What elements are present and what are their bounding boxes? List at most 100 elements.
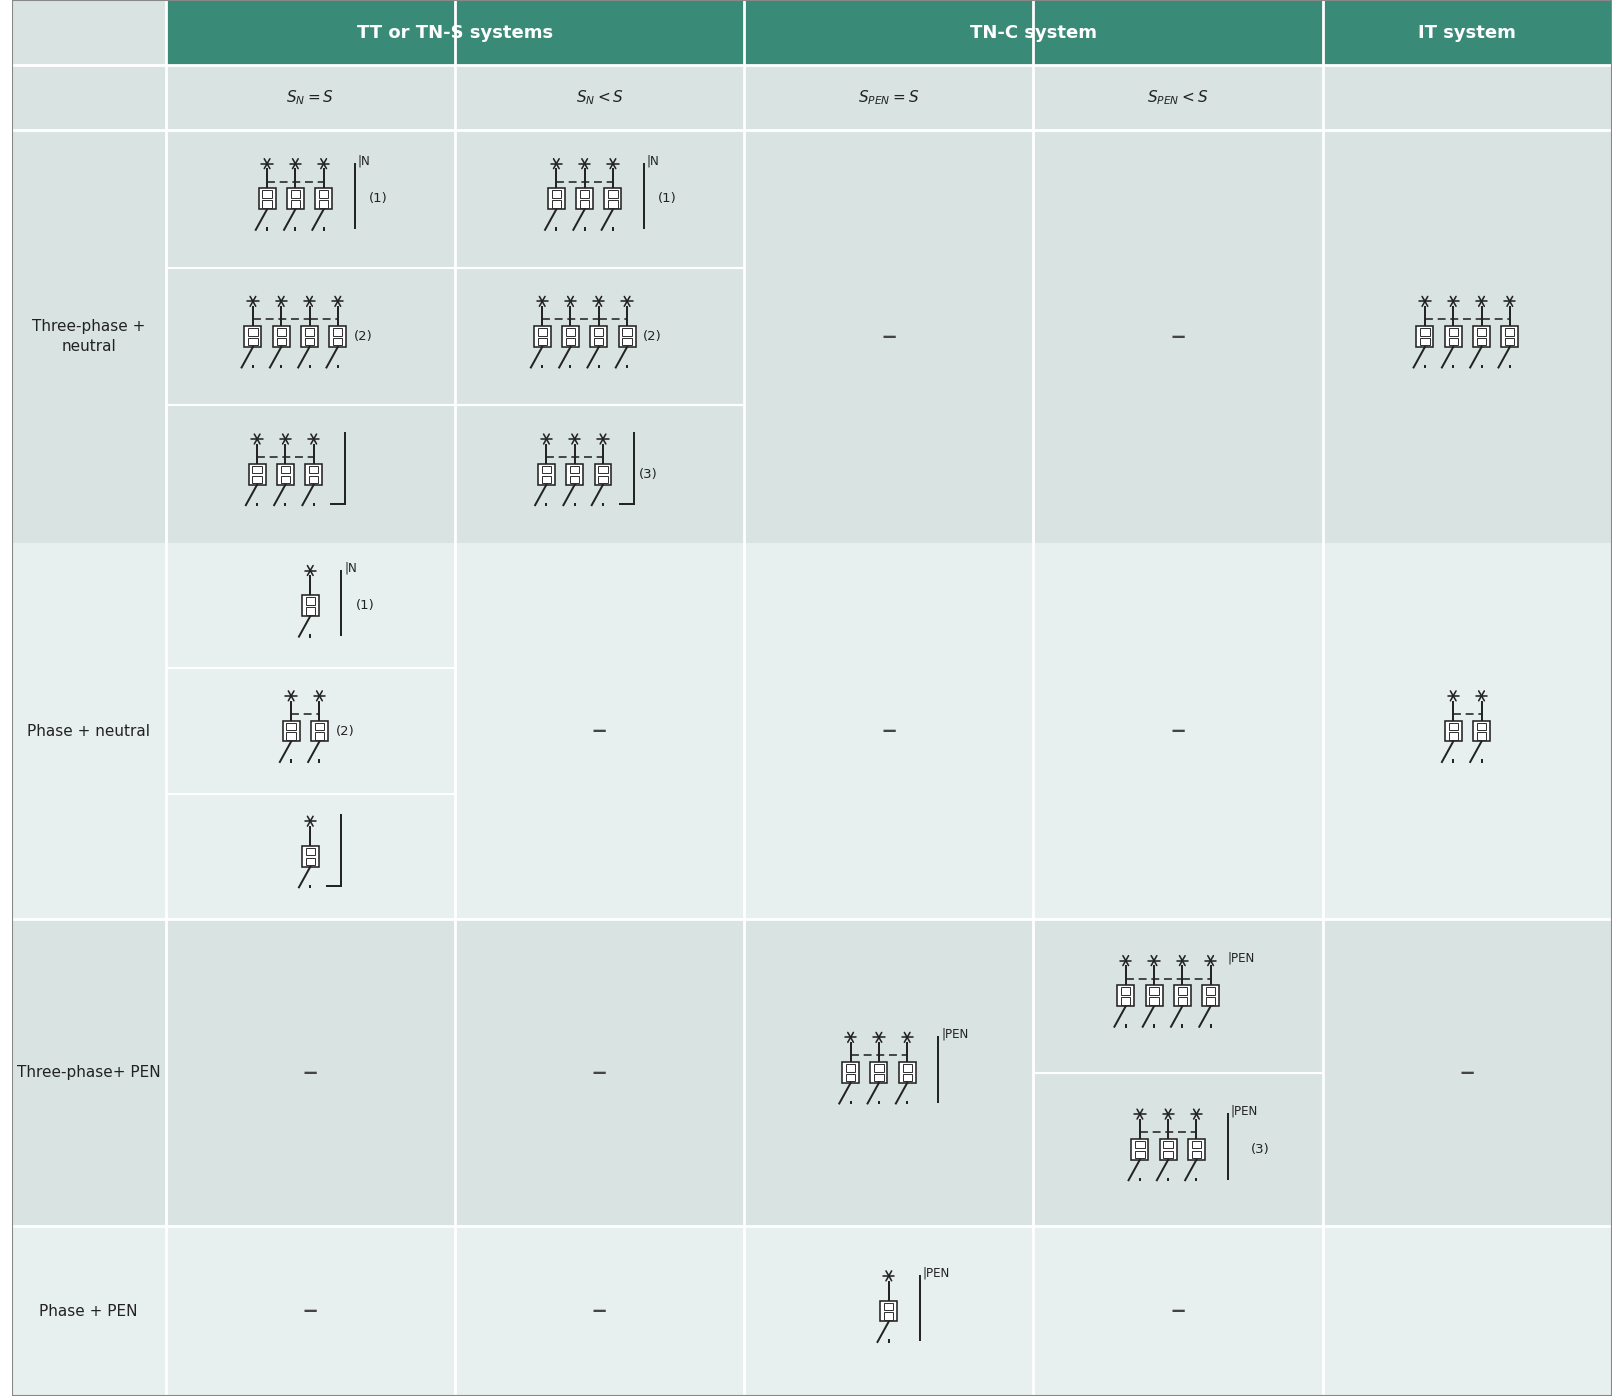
Bar [11,0,166,130]
Bar [846,1064,856,1072]
Bar [566,328,575,335]
Text: (3): (3) [638,468,658,480]
Bar [306,857,314,866]
Bar [566,338,575,345]
Bar [306,607,314,614]
Text: Phase + PEN: Phase + PEN [39,1304,139,1318]
Text: |N: |N [358,155,371,168]
Bar [305,328,314,335]
Text: $S_{PEN} < S$: $S_{PEN} < S$ [1148,88,1209,107]
Bar [595,463,611,484]
Text: –: – [592,716,608,745]
Bar [1120,987,1130,995]
Bar [903,1064,912,1072]
Bar [622,338,632,345]
Bar [1449,723,1457,730]
Bar [311,720,327,741]
Bar [1188,1139,1204,1160]
Bar [455,130,745,543]
Bar [1135,1141,1145,1149]
Text: TN-C system: TN-C system [970,24,1096,42]
Bar [455,543,745,919]
Bar [538,463,555,484]
Bar [542,466,551,473]
Bar [1132,1139,1148,1160]
Bar [314,723,324,730]
Text: |PEN: |PEN [922,1266,949,1280]
Bar [841,1062,859,1083]
Bar [1323,543,1612,919]
Bar [248,463,266,484]
Bar [745,919,1033,1226]
Text: (2): (2) [335,725,355,737]
Text: (1): (1) [658,193,677,205]
Bar [1117,986,1135,1007]
Text: –: – [303,1058,318,1087]
Bar [537,328,546,335]
Bar [1164,1150,1174,1159]
Bar [253,466,261,473]
Text: (1): (1) [369,193,387,205]
Bar [745,543,1033,919]
Bar [874,1064,883,1072]
Bar [248,338,258,345]
Bar [258,188,276,209]
Bar [898,1062,916,1083]
Bar [306,847,314,856]
Bar [1033,543,1323,919]
Text: |N: |N [345,561,356,574]
Bar [1323,66,1612,130]
Bar [745,130,1033,543]
Text: $S_{PEN} = S$: $S_{PEN} = S$ [858,88,919,107]
Text: Phase + neutral: Phase + neutral [27,723,150,738]
Bar [1417,327,1433,348]
Bar [542,476,551,483]
Bar [1178,997,1186,1005]
Bar [563,327,579,348]
Bar [1033,1226,1323,1396]
Bar [1323,919,1612,1226]
Bar [316,188,332,209]
Bar [280,466,290,473]
Bar [1033,919,1323,1226]
Text: $S_N < S$: $S_N < S$ [575,88,624,107]
Bar [301,846,319,867]
Bar [551,190,561,198]
Bar [608,190,617,198]
Bar [1164,1141,1174,1149]
Bar [874,1074,883,1082]
Bar [166,66,455,130]
Text: $S_N = S$: $S_N = S$ [287,88,334,107]
Bar [595,328,603,335]
Text: –: – [882,716,896,745]
Text: –: – [592,1297,608,1325]
Bar [571,466,579,473]
Bar [1477,338,1486,345]
Text: (2): (2) [355,329,372,343]
Bar [1506,338,1514,345]
Bar [455,66,745,130]
Bar [1449,733,1457,740]
Bar [310,476,319,483]
Bar [595,338,603,345]
Bar [287,188,303,209]
Bar [1191,1150,1201,1159]
Bar [305,338,314,345]
Bar [455,1226,745,1396]
Bar [598,476,608,483]
Bar [166,543,455,919]
Bar [1206,987,1215,995]
Bar [1174,986,1191,1007]
Text: –: – [303,1297,318,1325]
Bar [1477,328,1486,335]
Bar [277,338,285,345]
Bar [334,328,342,335]
Bar [745,0,1323,66]
Bar [745,66,1033,130]
Bar [329,327,347,348]
Bar [537,338,546,345]
Bar [263,200,272,208]
Bar [1159,1139,1177,1160]
Bar [1444,327,1462,348]
Bar [301,595,319,616]
